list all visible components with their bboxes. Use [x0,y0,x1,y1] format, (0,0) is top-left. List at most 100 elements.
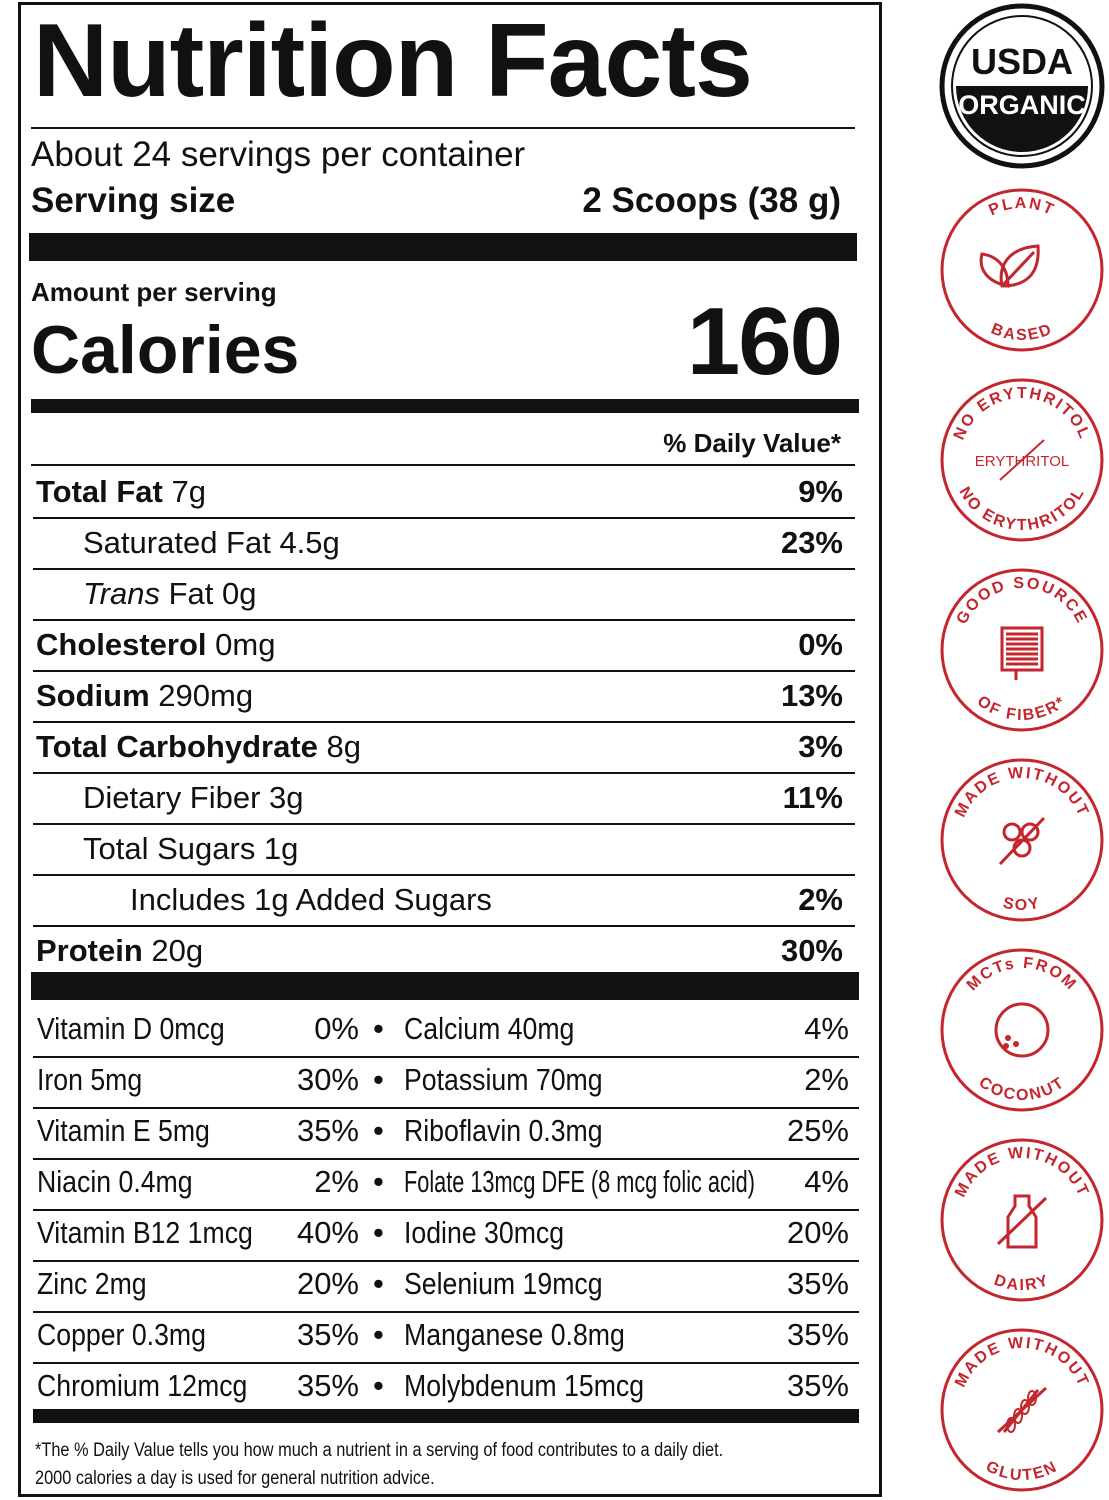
vitamin-daily-value: 35% [296,1317,359,1352]
vitamin-daily-value: 25% [786,1113,849,1148]
vitamin-daily-value: 2% [804,1062,849,1097]
vitamin-name: Chromium 12mcg [37,1368,248,1403]
amount-per-serving: Amount per serving [31,277,277,307]
nutrient-daily-value: 9% [798,474,843,509]
nutrient-row: Saturated Fat 4.5g 23% [33,517,855,570]
nutrient-name: Sodium 290mg [36,678,253,714]
coconut-icon: MCTs FROM COCONUT [940,948,1104,1112]
svg-text:SOY: SOY [1002,895,1043,914]
nutrient-row: Includes 1g Added Sugars 2% [33,874,855,927]
vitamin-name: Vitamin E 5mg [37,1113,210,1148]
nutrient-row: Total Carbohydrate 8g 3% [33,721,855,774]
svg-text:DAIRY: DAIRY [992,1272,1052,1294]
vitamin-name: Iodine 30mcg [404,1215,565,1250]
calories-label: Calories [31,312,300,388]
nutrient-daily-value: 2% [798,882,843,917]
nutrient-name-bold: Sodium [36,678,150,713]
good-source-of-fiber-badge: GOOD SOURCE OF FIBER* [938,566,1106,734]
bullet: • [373,1062,384,1097]
nutrient-name-bold: Total Carbohydrate [36,729,318,764]
vitamin-daily-value: 20% [296,1266,359,1301]
vitamin-daily-value: 35% [786,1317,849,1352]
nutrient-name: Saturated Fat 4.5g [83,525,340,561]
divider [31,464,855,466]
nutrient-amount: Includes 1g Added Sugars [130,882,492,917]
vitamin-row: Chromium 12mcg 35% • Molybdenum 15mcg 35% [33,1362,859,1413]
vitamin-row: Zinc 2mg 20% • Selenium 19mcg 35% [33,1260,859,1313]
milk-bottle-icon: MADE WITHOUT DAIRY [940,1138,1104,1302]
vitamin-name: Potassium 70mg [404,1062,603,1097]
vitamin-name: Selenium 19mcg [404,1266,603,1301]
daily-value-header: % Daily Value* [663,428,841,458]
bullet: • [373,1317,384,1352]
badge-bottom-text: DAIRY [992,1272,1050,1294]
leaf-icon: PLANT BASED [940,188,1104,352]
vitamin-name: Vitamin D 0mcg [37,1011,225,1046]
vitamin-daily-value: 4% [804,1164,849,1199]
vitamin-name: Riboflavin 0.3mg [404,1113,603,1148]
vitamin-daily-value: 40% [296,1215,359,1250]
vitamin-name: Folate 13mcg DFE (8 mcg folic acid) [404,1164,755,1199]
made-without-soy-badge: MADE WITHOUT SOY [938,756,1106,924]
nutrient-daily-value: 13% [780,678,843,713]
vitamin-name: Molybdenum 15mcg [404,1368,645,1403]
serving-size-value: 2 Scoops (38 g) [582,181,841,220]
nutrient-name-bold: Cholesterol [36,627,207,662]
badge-bottom-text: BASED [989,321,1054,344]
nutrient-name: Total Carbohydrate 8g [36,729,361,765]
nutrient-name-italic: Trans [83,576,160,611]
bullet: • [373,1113,384,1148]
nutrient-name-bold: Total Fat [36,474,163,509]
svg-text:BASED: BASED [989,321,1056,344]
vitamin-row: Niacin 0.4mg 2% • Folate 13mcg DFE (8 mcg f… [33,1158,859,1211]
nutrient-daily-value: 11% [782,780,843,815]
vitamin-row: Iron 5mg 30% • Potassium 70mg 2% [33,1056,859,1109]
nutrient-amount: Total Sugars 1g [83,831,299,866]
nutrient-name-bold: Protein [36,933,143,968]
nutrient-amount: Fat 0g [159,576,257,611]
plant-based-badge: PLANT BASED [938,186,1106,354]
badge-bottom-text: ORGANIC [958,90,1086,120]
no-erythritol-badge: NO ERYTHRITOL NO ERYTHRITOL ERYTHRITOL [938,376,1106,544]
nutrient-daily-value: 0% [798,627,843,662]
vitamin-name: Calcium 40mg [404,1011,575,1046]
thick-divider [31,972,859,1000]
calories-value: 160 [686,288,843,395]
servings-per-container: About 24 servings per container [31,135,526,174]
nutrient-name: Total Fat 7g [36,474,206,510]
nutrient-row: Cholesterol 0mg 0% [33,619,855,672]
vitamin-name: Iron 5mg [37,1062,143,1097]
badge-center-text: ERYTHRITOL [975,453,1069,470]
label-title: Nutrition Facts [33,3,753,119]
bullet: • [373,1266,384,1301]
nutrient-daily-value: 23% [780,525,843,560]
vitamin-name: Copper 0.3mg [37,1317,206,1352]
nutrient-row: Sodium 290mg 13% [33,670,855,723]
badge-bottom-text: SOY [1002,895,1041,914]
usda-organic-badge: USDA ORGANIC [938,2,1106,170]
vitamin-row: Vitamin D 0mcg 0% • Calcium 40mg 4% [33,1005,859,1058]
serving-size-label: Serving size [31,181,236,220]
bullet: • [373,1215,384,1250]
vitamin-daily-value: 0% [314,1011,359,1046]
nutrition-facts-label: Nutrition Facts About 24 servings per co… [18,2,882,1497]
thick-divider [29,233,857,261]
nutrient-amount: 290mg [149,678,254,713]
footnote-line-1: *The % Daily Value tells you how much a … [35,1440,724,1461]
vitamin-daily-value: 35% [296,1113,359,1148]
footnote-line-2: 2000 calories a day is used for general … [35,1468,435,1489]
intestine-icon: GOOD SOURCE OF FIBER* [940,568,1104,732]
nutrient-row: Total Sugars 1g [33,823,855,876]
vitamin-daily-value: 2% [314,1164,359,1199]
bullet: • [373,1368,384,1403]
vitamin-daily-value: 4% [804,1011,849,1046]
nutrient-daily-value: 3% [798,729,843,764]
vitamin-name: Zinc 2mg [37,1266,147,1301]
nutrient-name: Trans Fat 0g [83,576,256,612]
mcts-from-coconut-badge: MCTs FROM COCONUT [938,946,1106,1114]
made-without-dairy-badge: MADE WITHOUT DAIRY [938,1136,1106,1304]
crossed-out-text-icon: NO ERYTHRITOL NO ERYTHRITOL ERYTHRITOL [940,378,1104,542]
vitamin-name: Manganese 0.8mg [404,1317,625,1352]
footnote: *The % Daily Value tells you how much a … [35,1437,835,1493]
nutrient-name: Protein 20g [36,933,203,969]
